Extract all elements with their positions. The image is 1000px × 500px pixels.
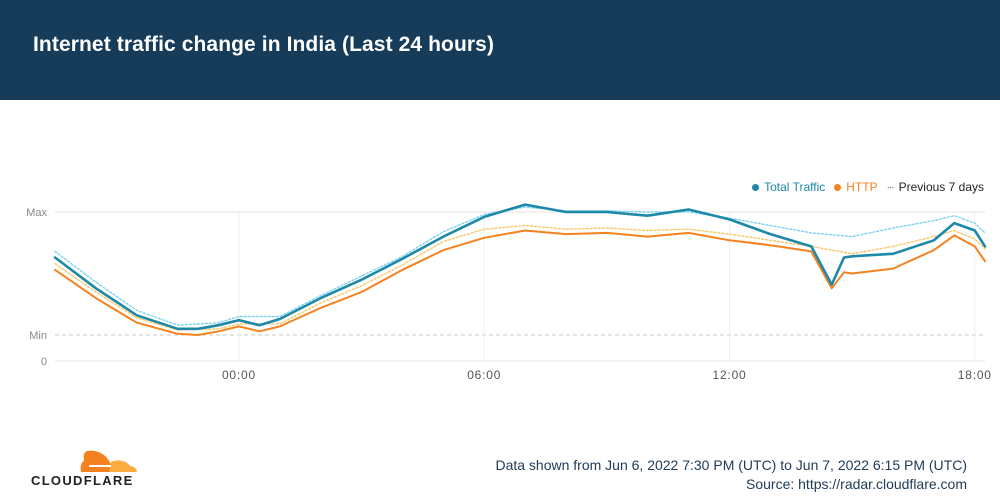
dotted-line-icon: ··· [886,181,895,193]
y-tick-label: Min [29,330,47,342]
series-line-previous-http[interactable] [54,224,986,331]
cloudflare-logo: CLOUDFLARE [31,450,141,490]
date-range-text: Data shown from Jun 6, 2022 7:30 PM (UTC… [495,457,967,473]
y-tick-label: 0 [41,356,47,368]
y-tick-label: Max [26,207,47,219]
x-tick-label: 12:00 [712,368,746,382]
series-line-previous-total[interactable] [54,206,986,326]
legend-label-total: Total Traffic [764,180,826,194]
legend-item-total[interactable]: Total Traffic [752,180,825,194]
chart-legend: Total Traffic HTTP ··· Previous 7 days [743,180,984,194]
page-title: Internet traffic change in India (Last 2… [33,33,495,56]
legend-item-http[interactable]: HTTP [834,180,878,194]
logo-wordmark: CLOUDFLARE [31,473,134,488]
legend-dot-total-icon [752,183,760,191]
legend-label-previous: Previous 7 days [898,180,984,194]
legend-dot-http-icon [834,183,842,191]
x-tick-label: 00:00 [222,368,256,382]
x-tick-label: 06:00 [467,368,501,382]
series-line-http[interactable] [54,229,986,336]
traffic-chart: Max Min 0 00:00 06:00 12:00 18:00 [26,203,992,382]
series-line-total-traffic[interactable] [53,203,987,331]
source-text: Source: https://radar.cloudflare.com [746,476,967,492]
legend-item-previous[interactable]: ··· Previous 7 days [887,180,984,194]
legend-label-http: HTTP [846,180,878,194]
cloud-icon [80,450,137,472]
x-tick-label: 18:00 [958,368,992,382]
header-bar: Internet traffic change in India (Last 2… [0,0,1000,100]
